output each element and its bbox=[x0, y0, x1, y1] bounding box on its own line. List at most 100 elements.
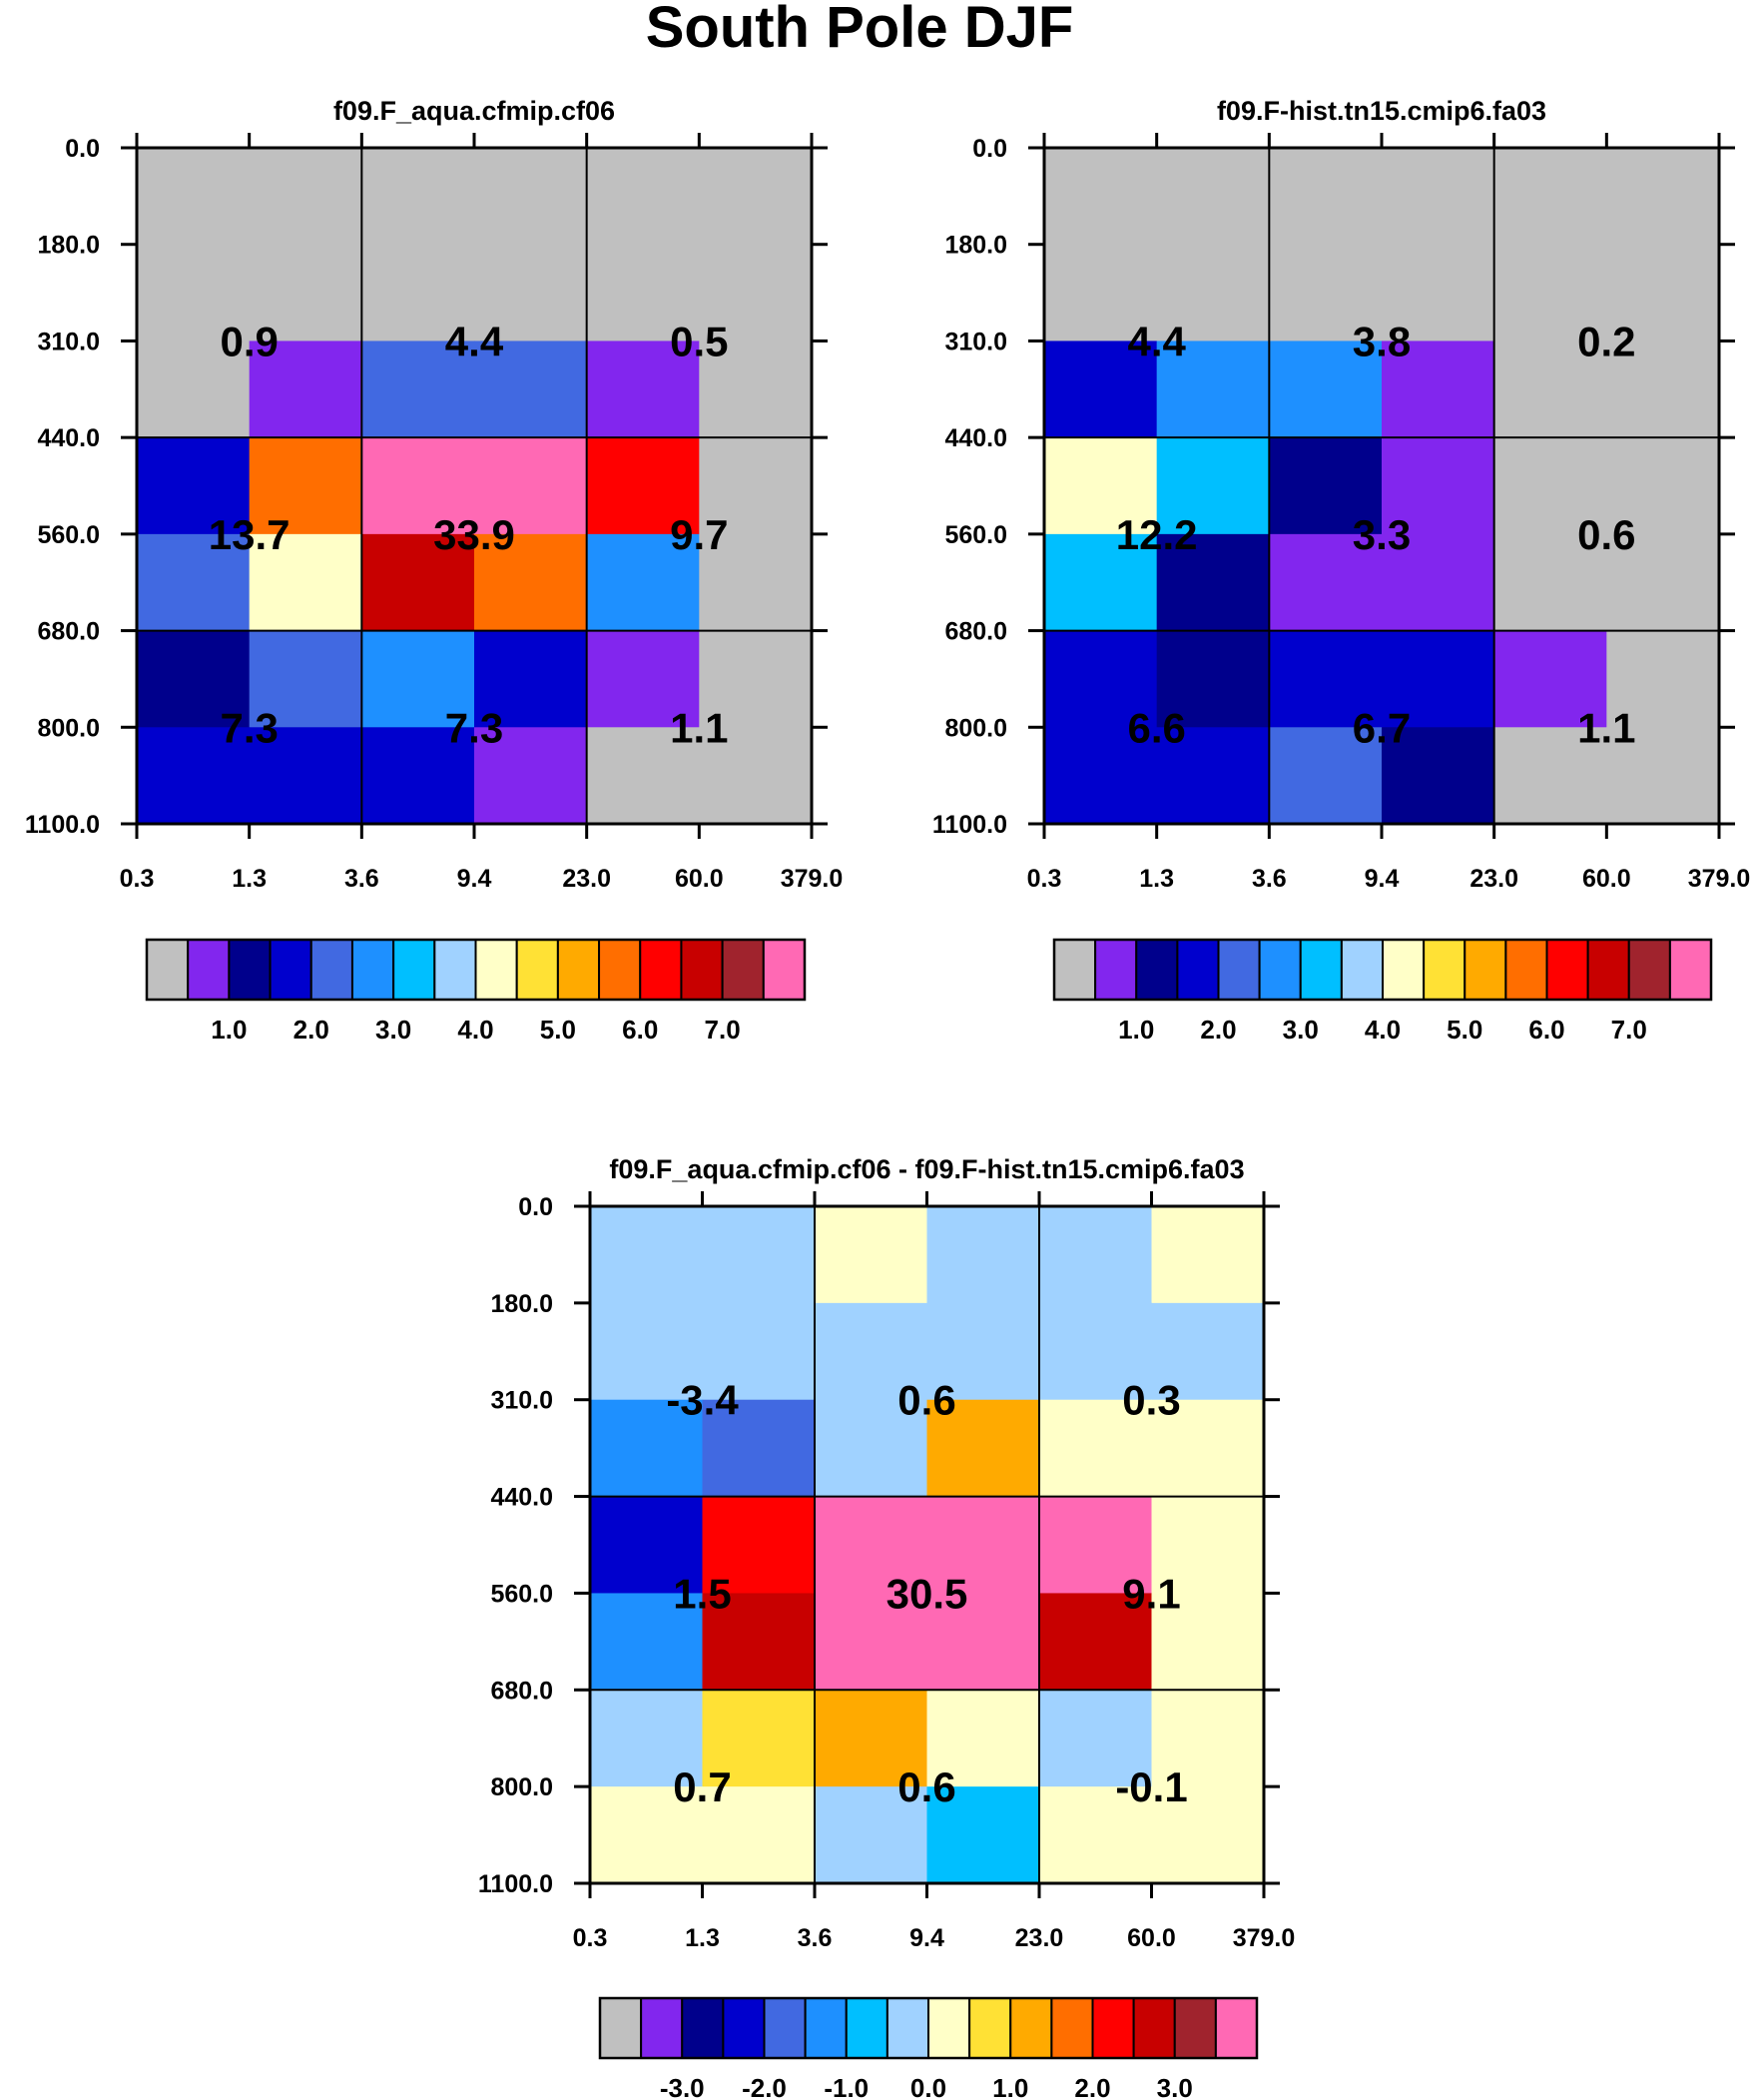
heatmap-cell bbox=[1493, 727, 1607, 825]
y-tick-label: 180.0 bbox=[944, 232, 1007, 260]
colorbar-swatch bbox=[762, 939, 806, 1001]
heatmap-cell bbox=[249, 244, 362, 343]
heatmap-cell bbox=[1156, 533, 1270, 632]
y-tick-label: 0.0 bbox=[972, 135, 1007, 163]
heatmap-cell bbox=[361, 244, 475, 343]
heatmap-cell bbox=[249, 148, 362, 246]
heatmap-cell bbox=[474, 148, 588, 246]
colorbar-swatch bbox=[968, 1997, 1012, 2059]
colorbar-swatch bbox=[1299, 939, 1343, 1001]
y-tick-label: 440.0 bbox=[490, 1484, 553, 1512]
colorbar-swatch bbox=[1091, 1997, 1135, 2059]
colorbar-label: 2.0 bbox=[1074, 2073, 1110, 2100]
cell-value-label: 12.2 bbox=[1116, 511, 1198, 558]
x-tick-label: 1.3 bbox=[685, 1924, 720, 1952]
colorbar-label: 3.0 bbox=[1283, 1015, 1319, 1045]
heatmap-cell bbox=[586, 437, 700, 535]
panel-title: f09.F-hist.tn15.cmip6.fa03 bbox=[1217, 96, 1546, 126]
x-tick-label: 9.4 bbox=[1365, 865, 1400, 893]
colorbar-frame bbox=[145, 938, 807, 1002]
colorbar-swatch bbox=[845, 1997, 888, 2059]
x-tick-label: 379.0 bbox=[1688, 865, 1751, 893]
heatmap-cell bbox=[702, 1496, 816, 1595]
cell-value-label: 3.3 bbox=[1353, 511, 1411, 558]
heatmap-cell bbox=[1606, 437, 1720, 535]
colorbar-swatch bbox=[927, 1997, 971, 2059]
heatmap-cell bbox=[249, 437, 362, 535]
colorbar-label: 2.0 bbox=[293, 1015, 329, 1045]
heatmap-cell bbox=[926, 1593, 1040, 1691]
colorbar-swatch bbox=[1050, 1997, 1094, 2059]
figure-title: South Pole DJF bbox=[646, 0, 1074, 60]
y-tick-label: 0.0 bbox=[65, 135, 100, 163]
cell-value-label: 0.7 bbox=[673, 1763, 731, 1810]
heatmap-cell bbox=[1382, 533, 1495, 632]
colorbar-swatch bbox=[1173, 1997, 1217, 2059]
heatmap-cell bbox=[137, 341, 251, 438]
heatmap-cell bbox=[1156, 244, 1270, 343]
colorbar-swatch bbox=[515, 939, 559, 1001]
y-tick-label: 0.0 bbox=[518, 1193, 553, 1221]
colorbar-swatch bbox=[350, 939, 395, 1001]
colorbar-swatch bbox=[598, 939, 642, 1001]
colorbar-swatch bbox=[146, 939, 190, 1001]
y-tick-label: 1100.0 bbox=[25, 811, 100, 839]
x-tick-label: 23.0 bbox=[1015, 1924, 1064, 1952]
colorbar-swatch bbox=[640, 1997, 684, 2059]
colorbar-label: 4.0 bbox=[1365, 1015, 1401, 1045]
y-tick-label: 800.0 bbox=[490, 1773, 553, 1801]
cell-value-label: -0.1 bbox=[1115, 1763, 1187, 1810]
colorbar-swatch bbox=[228, 939, 272, 1001]
heatmap-cell bbox=[1269, 341, 1383, 438]
heatmap-cell bbox=[1493, 630, 1607, 728]
heatmap-cell bbox=[586, 727, 700, 825]
y-tick-label: 680.0 bbox=[944, 618, 1007, 646]
heatmap-cell bbox=[590, 1786, 704, 1884]
heatmap-cell bbox=[926, 1399, 1040, 1498]
heatmap-cell bbox=[702, 1690, 816, 1787]
heatmap-cell bbox=[1493, 341, 1607, 438]
heatmap-cell bbox=[1044, 148, 1158, 246]
colorbar-swatch bbox=[309, 939, 353, 1001]
x-tick-label: 60.0 bbox=[1127, 1924, 1176, 1952]
heatmap-cell bbox=[1269, 148, 1383, 246]
colorbar-swatch bbox=[1627, 939, 1671, 1001]
heatmap-cell bbox=[1269, 244, 1383, 343]
colorbar-swatch bbox=[1504, 939, 1548, 1001]
colorbar-swatch bbox=[885, 1997, 930, 2059]
colorbar-label: 7.0 bbox=[1611, 1015, 1647, 1045]
heatmap-cell bbox=[1493, 533, 1607, 632]
cell-value-label: 3.8 bbox=[1353, 318, 1411, 364]
heatmap-cell bbox=[474, 437, 588, 535]
heatmap-cell bbox=[702, 1786, 816, 1884]
heatmap-cell bbox=[590, 1206, 704, 1304]
heatmap-cell bbox=[1156, 437, 1270, 535]
cell-value-label: 0.3 bbox=[1122, 1377, 1180, 1424]
colorbar-swatch bbox=[721, 939, 765, 1001]
heatmap-cell bbox=[1044, 533, 1158, 632]
heatmap-cell bbox=[1382, 630, 1495, 728]
colorbar-swatch bbox=[1135, 939, 1179, 1001]
colorbar-swatch bbox=[433, 939, 477, 1001]
x-tick-label: 1.3 bbox=[1139, 865, 1174, 893]
heatmap-cell bbox=[361, 533, 475, 632]
heatmap-cell bbox=[1044, 727, 1158, 825]
y-tick-label: 310.0 bbox=[37, 328, 100, 355]
colorbar-swatch bbox=[722, 1997, 766, 2059]
x-tick-label: 60.0 bbox=[1582, 865, 1631, 893]
colorbar-label: 7.0 bbox=[705, 1015, 741, 1045]
heatmap-cell bbox=[1039, 1786, 1153, 1884]
cell-value-label: 6.6 bbox=[1127, 704, 1185, 751]
heatmap-cell bbox=[1044, 630, 1158, 728]
heatmap-cell bbox=[926, 1690, 1040, 1787]
y-tick-label: 1100.0 bbox=[932, 811, 1007, 839]
colorbar-label: 6.0 bbox=[622, 1015, 658, 1045]
colorbar-label: -3.0 bbox=[660, 2073, 705, 2100]
heatmap-cell bbox=[1606, 244, 1720, 343]
cell-value-label: 0.6 bbox=[1577, 511, 1635, 558]
colorbar-swatch bbox=[763, 1997, 807, 2059]
heatmap-cell bbox=[926, 1786, 1040, 1884]
heatmap-cell bbox=[1151, 1786, 1265, 1884]
x-tick-label: 1.3 bbox=[232, 865, 267, 893]
colorbar-swatch bbox=[269, 939, 312, 1001]
